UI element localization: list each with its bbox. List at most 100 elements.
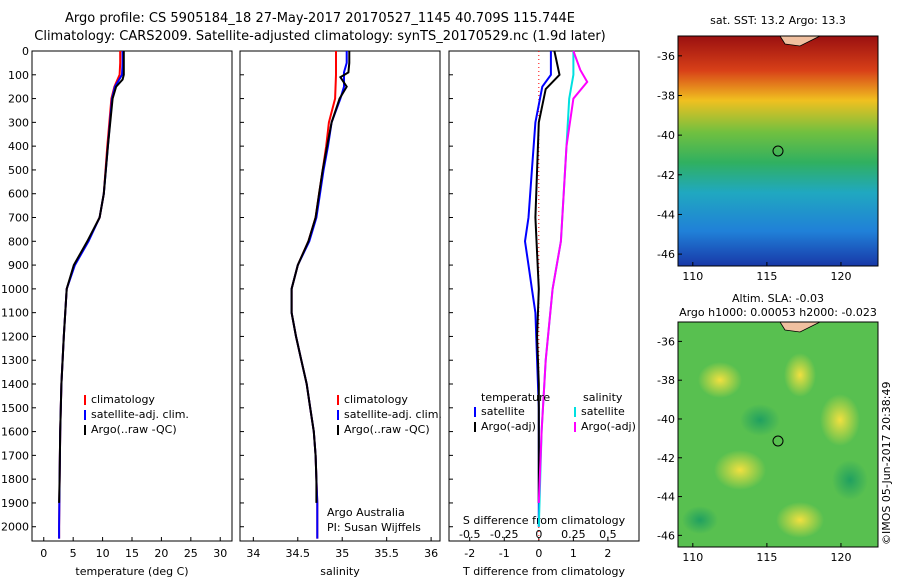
depth-ytick-label: 300 [8,116,29,129]
difference-xtick-label: -2 [464,547,475,560]
depth-ytick-label: 400 [8,140,29,153]
depth-ytick-label: 1200 [1,330,29,343]
salinity-legend-label: Argo(..raw -QC) [344,423,430,436]
sla-map-xtick-label: 120 [830,551,851,564]
sla-map-ytick-label: -44 [657,491,675,504]
depth-ytick-label: 800 [8,235,29,248]
difference-legend-label: satellite [581,405,625,418]
depth-ytick-label: 1900 [1,497,29,510]
sst-map-ytick-label: -42 [657,169,675,182]
sla-map-ytick-label: -38 [657,374,675,387]
depth-ytick-label: 1800 [1,473,29,486]
depth-ytick-label: 600 [8,188,29,201]
figure-title-line2: Climatology: CARS2009. Satellite-adjuste… [34,29,606,44]
sla-map-ytick-label: -42 [657,452,675,465]
difference-x2label: S difference from climatology [463,514,626,527]
depth-ytick-label: 1300 [1,354,29,367]
sst-map-ytick-label: -36 [657,50,675,63]
depth-ytick-label: 100 [8,69,29,82]
difference-x2tick-label: 0.5 [599,528,617,541]
depth-ytick-label: 2000 [1,521,29,534]
difference-xlabel: T difference from climatology [462,565,625,578]
sla-argo-marker [772,435,784,447]
sst-map [677,35,879,267]
difference-xtick-label: 1 [570,547,577,560]
depth-ytick-label: 1000 [1,283,29,296]
sst-map-xtick-label: 115 [756,270,777,283]
temperature-xtick-label: 5 [70,547,77,560]
sst-map-title: sat. SST: 13.2 Argo: 13.3 [710,14,846,27]
salinity-legend-label: climatology [344,393,408,406]
sst-map-xtick-label: 110 [682,270,703,283]
difference-x2tick-label: 0.25 [561,528,586,541]
sla-map-xtick-label: 110 [682,551,703,564]
sla-blob [784,353,816,397]
sla-map-ytick-label: -36 [657,335,675,348]
depth-ytick-label: 1400 [1,378,29,391]
difference-legend-header: temperature [481,391,550,404]
difference-panel-frame [448,50,640,542]
temperature-legend-label: climatology [91,393,155,406]
imos-credit: ©IMOS 05-Jun-2017 20:38:49 [880,381,893,545]
salinity-annotation: PI: Susan Wijffels [327,521,421,534]
temperature-legend-label: Argo(..raw -QC) [91,423,177,436]
depth-ytick-label: 1700 [1,449,29,462]
salinity-xtick-label: 34 [246,547,260,560]
difference-x2tick-label: -0.5 [459,528,480,541]
temperature-series-line [58,51,125,503]
depth-ytick-label: 900 [8,259,29,272]
salinity-xtick-label: 34.5 [286,547,311,560]
difference-legend-header: salinity [583,391,623,404]
sla-blob [682,506,718,534]
depth-ytick-label: 700 [8,212,29,225]
difference-x2tick-label: 0 [535,528,542,541]
temperature-xlabel: temperature (deg C) [75,565,188,578]
sst-map-ytick-label: -44 [657,208,675,221]
difference-series-line [534,50,561,503]
salinity-xtick-label: 35.5 [374,547,399,560]
sla-blob [698,362,742,398]
temperature-xtick-label: 25 [184,547,198,560]
depth-ytick-label: 200 [8,93,29,106]
difference-x2tick-label: -0.25 [490,528,518,541]
depth-ytick-label: 1600 [1,426,29,439]
salinity-legend-label: satellite-adj. clim. [344,408,442,421]
sla-map-xtick-label: 115 [756,551,777,564]
difference-legend-label: satellite [481,405,525,418]
difference-legend-label: Argo(-adj) [581,420,636,433]
temperature-xtick-label: 30 [213,547,227,560]
sst-argo-marker [772,145,784,157]
sst-map-xtick-label: 120 [830,270,851,283]
sst-map-ytick-label: -46 [657,248,675,261]
sla-blob [740,404,780,436]
sst-map-ytick-label: -40 [657,129,675,142]
temperature-xtick-label: 10 [96,547,110,560]
sla-map [677,321,879,548]
depth-ytick-label: 500 [8,164,29,177]
difference-xtick-label: 0 [535,547,542,560]
difference-legend-label: Argo(-adj) [481,420,536,433]
difference-xtick-label: 2 [604,547,611,560]
salinity-xtick-label: 35 [335,547,349,560]
salinity-annotation: Argo Australia [327,506,405,519]
sst-map-frame [677,35,879,267]
sla-map-ytick-label: -46 [657,529,675,542]
sla-map-title-line2: Argo h1000: 0.00053 h2000: -0.023 [679,306,877,319]
sla-map-title-line1: Altim. SLA: -0.03 [732,292,824,305]
sst-map-ytick-label: -38 [657,89,675,102]
difference-series-line [537,50,589,503]
depth-ytick-label: 0 [22,45,29,58]
sla-blob [832,460,868,500]
temperature-xtick-label: 0 [40,547,47,560]
sla-map-ytick-label: -40 [657,413,675,426]
salinity-panel-frame [239,50,441,542]
salinity-xlabel: salinity [320,565,360,578]
salinity-series-line [290,51,351,503]
sst-map-field [678,36,878,266]
temperature-xtick-label: 20 [154,547,168,560]
difference-xtick-label: -1 [499,547,510,560]
temperature-xtick-label: 15 [125,547,139,560]
sla-blob [776,502,824,538]
sla-map-frame [677,321,879,548]
